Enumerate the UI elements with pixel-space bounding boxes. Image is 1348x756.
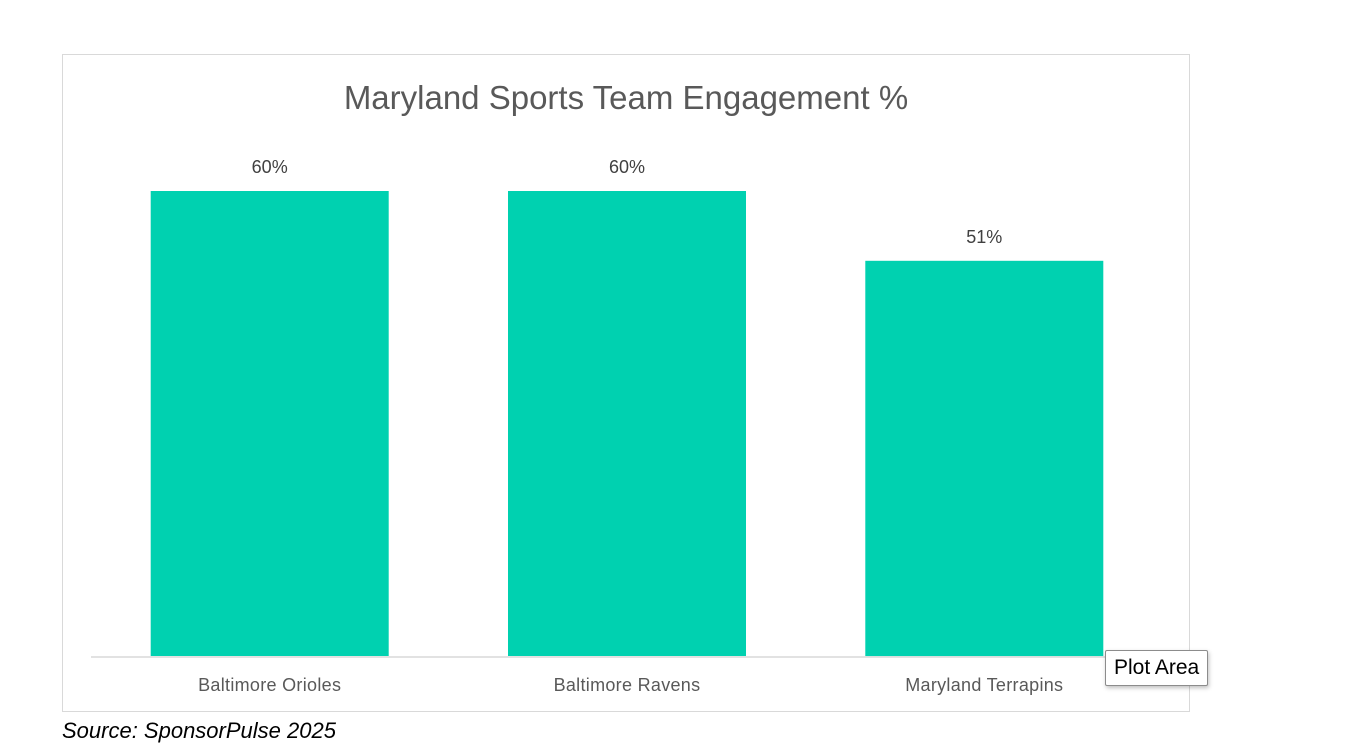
x-tick-label: Baltimore Ravens	[554, 675, 701, 695]
source-note: Source: SponsorPulse 2025	[62, 718, 336, 743]
data-label: 60%	[609, 157, 645, 177]
plot-area-tooltip: Plot Area	[1105, 650, 1209, 686]
bar-chart: Maryland Sports Team Engagement % 60% Bal…	[91, 79, 1163, 695]
data-label: 51%	[966, 227, 1002, 247]
data-label: 60%	[252, 157, 288, 177]
plot-area[interactable]: 60% Baltimore Orioles 60% Baltimore Ravens 5…	[150, 157, 1104, 695]
x-tick-label: Baltimore Orioles	[198, 675, 341, 695]
bar-baltimore-ravens[interactable]	[508, 191, 746, 656]
chart-title: Maryland Sports Team Engagement %	[344, 79, 908, 116]
x-tick-label: Maryland Terrapins	[905, 675, 1063, 695]
bar-maryland-terrapins[interactable]	[865, 260, 1104, 657]
chart-area[interactable]: Maryland Sports Team Engagement % 60% Bal…	[62, 54, 1190, 712]
bar-baltimore-orioles[interactable]	[150, 191, 389, 656]
